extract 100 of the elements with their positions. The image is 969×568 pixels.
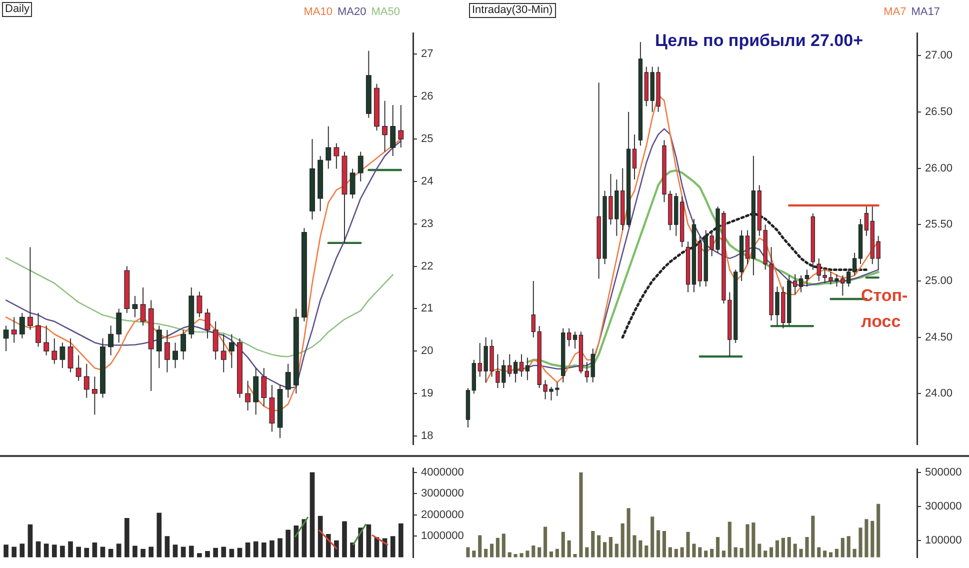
bar (740, 548, 744, 558)
bar (662, 531, 666, 558)
bar (116, 544, 122, 558)
bar (334, 540, 339, 558)
bar (132, 546, 138, 558)
bar (674, 548, 678, 558)
bar (520, 553, 524, 558)
bar (692, 544, 696, 558)
bar (350, 542, 355, 558)
bar (60, 546, 65, 558)
bar (591, 531, 595, 558)
text: MA50 (371, 6, 400, 18)
bar (205, 551, 210, 558)
bar (650, 516, 654, 558)
bar (638, 540, 642, 558)
bar (164, 536, 170, 558)
y-tick-label: 2000000 (421, 508, 464, 521)
bar (92, 542, 98, 558)
bar (805, 537, 809, 558)
bar (775, 540, 780, 558)
bar (188, 546, 194, 558)
bar (484, 548, 488, 558)
bar (172, 544, 178, 558)
candlestick (164, 329, 170, 373)
bar (12, 546, 17, 558)
bar (555, 548, 559, 558)
bar (245, 542, 250, 558)
bar (4, 544, 8, 558)
bar (310, 472, 315, 558)
bar (858, 528, 862, 558)
bar (20, 544, 25, 558)
annotation: Стоп-лосс (861, 285, 909, 333)
bar (787, 537, 791, 558)
y-tick-label: 26 (421, 90, 434, 103)
bar (793, 544, 797, 558)
bar (573, 554, 577, 558)
bar (746, 524, 750, 558)
bar (52, 544, 57, 558)
bar (764, 550, 768, 558)
bar (846, 536, 850, 558)
bar (817, 547, 821, 558)
bar (811, 516, 815, 558)
y-tick-label: 18 (421, 430, 434, 442)
y-tick-label: 21 (421, 302, 434, 315)
y-tick-label: 500000 (925, 466, 962, 478)
text: MA10 (304, 6, 332, 18)
bar (668, 547, 672, 558)
bar (876, 504, 880, 558)
y-tick-label: 25.00 (925, 275, 953, 287)
bar (261, 542, 266, 558)
text: MA17 (911, 6, 940, 18)
bar (864, 519, 868, 558)
bar (213, 548, 218, 558)
bar (602, 542, 607, 558)
bar (834, 548, 838, 558)
bar (44, 544, 49, 558)
y-tick-label: 25.50 (925, 218, 953, 231)
bar (722, 550, 726, 558)
bar (840, 538, 844, 558)
bar (799, 548, 803, 558)
y-tick-label: 19 (421, 388, 434, 400)
bar (728, 522, 732, 558)
bar (342, 521, 347, 558)
bar (704, 550, 708, 558)
bar (76, 546, 81, 558)
bar (490, 544, 494, 558)
bar (532, 546, 536, 558)
annotation: Цель по прибыли 27.00+ (655, 30, 863, 52)
y-tick-label: 26.50 (925, 106, 953, 118)
bar (156, 512, 162, 558)
bar (270, 540, 274, 558)
bar (148, 546, 154, 558)
y-tick-label: 25 (421, 133, 434, 146)
bar (221, 546, 226, 558)
y-tick-label: 20 (421, 345, 434, 358)
bar (585, 547, 589, 558)
bar (294, 525, 299, 558)
bar (526, 550, 530, 558)
chart-title: Intraday(30-Min) (469, 3, 556, 18)
bar (544, 526, 548, 558)
bar (686, 532, 690, 558)
bar (823, 550, 827, 558)
bar (472, 550, 476, 558)
bar (124, 518, 130, 558)
y-tick-label: 3000000 (421, 488, 464, 500)
chart-title: Daily (2, 2, 32, 17)
y-tick-label: 27 (421, 48, 434, 60)
bar (549, 551, 554, 558)
bar (620, 523, 624, 558)
y-tick-label: 27.00 (925, 50, 953, 62)
bar (852, 548, 856, 558)
bar (197, 553, 202, 558)
bar (781, 538, 785, 558)
text: MA7 (884, 6, 906, 18)
bar (390, 536, 396, 558)
bar (752, 522, 756, 558)
y-tick-label: 24.00 (925, 388, 953, 400)
bar (644, 546, 648, 558)
bar (758, 544, 762, 558)
bar (656, 530, 660, 558)
